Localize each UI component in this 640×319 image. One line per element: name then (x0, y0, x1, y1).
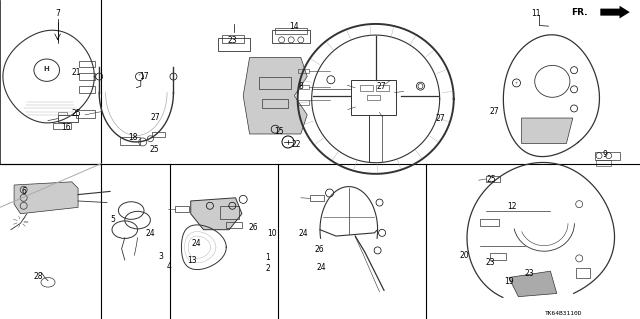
Text: 12: 12 (508, 202, 517, 211)
Text: 20: 20 (460, 251, 469, 260)
Text: 24: 24 (317, 263, 326, 271)
Bar (272, 30, 310, 43)
Text: 7: 7 (56, 9, 61, 18)
Text: 14: 14 (289, 22, 299, 31)
Text: 16: 16 (61, 123, 70, 132)
Bar (310, 195, 324, 201)
Text: 15: 15 (274, 127, 284, 136)
Text: 6: 6 (21, 187, 26, 196)
Text: 1: 1 (266, 253, 270, 262)
Bar (120, 137, 140, 145)
Bar (480, 219, 499, 226)
Circle shape (96, 73, 102, 80)
Polygon shape (191, 198, 242, 230)
Text: 27: 27 (376, 82, 386, 91)
Circle shape (170, 73, 177, 80)
Bar (367, 95, 380, 100)
Bar (58, 112, 67, 115)
Bar (152, 132, 165, 137)
Text: 27: 27 (435, 114, 445, 122)
Bar (596, 160, 611, 166)
Bar (58, 115, 78, 122)
Text: 19: 19 (504, 277, 514, 286)
Text: 10: 10 (268, 229, 277, 238)
Text: 3: 3 (158, 252, 163, 261)
Text: FR.: FR. (571, 8, 588, 17)
Text: 24: 24 (298, 229, 308, 238)
Bar (226, 222, 242, 228)
Polygon shape (14, 182, 78, 214)
Text: 23: 23 (485, 258, 495, 267)
Text: 4: 4 (167, 262, 172, 271)
Text: 23: 23 (525, 269, 534, 278)
Text: 24: 24 (145, 229, 155, 238)
Text: 28: 28 (34, 272, 44, 281)
Text: 5: 5 (110, 215, 115, 224)
Bar (175, 206, 189, 212)
Bar (576, 268, 590, 278)
Text: 18: 18 (128, 133, 138, 142)
Polygon shape (243, 57, 307, 134)
Text: 21: 21 (72, 68, 81, 77)
Bar (259, 77, 291, 89)
Text: 25: 25 (150, 145, 159, 154)
Bar (79, 86, 95, 93)
Bar (376, 85, 389, 91)
Text: TK64B3110D: TK64B3110D (545, 311, 582, 316)
Text: 25: 25 (486, 175, 496, 184)
Bar (275, 28, 307, 34)
Bar (220, 206, 239, 219)
Text: 9: 9 (603, 150, 608, 159)
Text: 22: 22 (291, 140, 301, 149)
Bar (298, 100, 309, 105)
Text: 27: 27 (150, 113, 160, 122)
Text: +: + (138, 73, 141, 77)
Text: 24: 24 (192, 239, 202, 248)
Bar (79, 61, 95, 67)
Text: +: + (515, 81, 518, 85)
Bar (490, 253, 506, 260)
Bar (79, 73, 95, 80)
Bar (298, 85, 309, 89)
Bar (298, 69, 309, 73)
Bar (262, 99, 288, 108)
Bar (53, 123, 71, 129)
Text: 13: 13 (188, 256, 197, 265)
Text: 8: 8 (298, 82, 303, 91)
Text: 25: 25 (72, 109, 81, 118)
Bar (486, 176, 500, 182)
Polygon shape (522, 118, 573, 144)
Text: 23: 23 (227, 36, 237, 45)
Text: 2: 2 (266, 264, 270, 273)
Text: 17: 17 (139, 72, 148, 81)
Bar (351, 80, 396, 115)
FancyArrow shape (600, 6, 630, 19)
Bar (222, 35, 244, 43)
Text: 26: 26 (248, 223, 258, 232)
Text: 27: 27 (490, 107, 499, 115)
Text: 11: 11 (531, 9, 541, 18)
Bar (360, 85, 373, 91)
Bar (76, 110, 95, 118)
Bar (595, 152, 620, 160)
Text: H: H (44, 66, 49, 71)
Text: 26: 26 (315, 245, 324, 254)
Polygon shape (509, 271, 557, 297)
Bar (218, 38, 250, 51)
